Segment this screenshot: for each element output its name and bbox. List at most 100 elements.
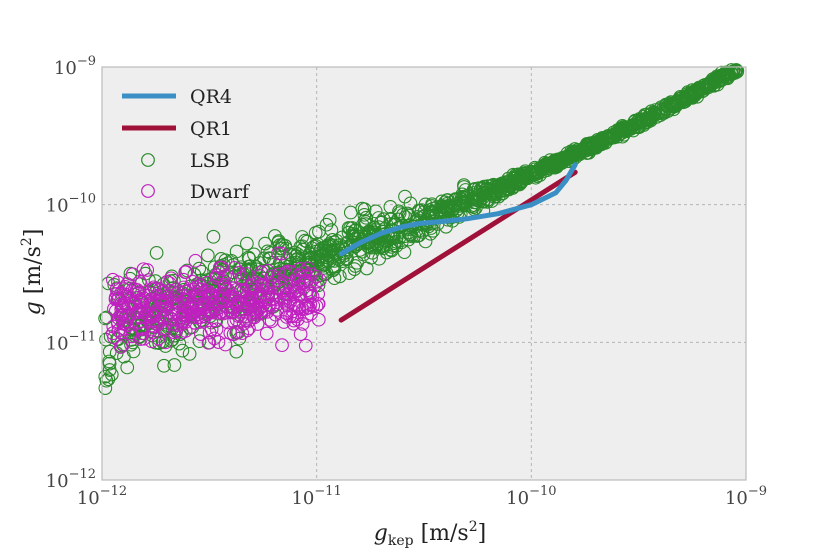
dwarf-point-1611 [211,335,226,349]
lsb-point-1236 [319,244,333,259]
lsb-point-1360 [456,189,471,204]
legend: QR4 QR1 LSB Dwarf [122,86,251,203]
lsb-point-1295 [491,189,506,204]
dwarf-point-1417 [202,325,217,340]
lsb-point-1293 [470,188,485,203]
lsb-point-1327 [594,136,609,151]
y-tick-1: 10−11 [46,329,96,354]
lsb-point-1374 [580,140,595,155]
dwarf-point-1629 [255,279,270,294]
y-tick-labels: 10−12 10−11 10−10 10−9 [46,54,96,492]
lsb-point-909 [214,252,229,266]
lsb-point-1294 [175,343,190,358]
dwarf-point-1780 [114,302,129,317]
lsb-point-1330 [665,97,680,111]
lsb-point-1362 [511,167,526,182]
lsb-point-1243 [322,237,337,251]
lsb-point-1354 [628,114,642,128]
dwarf-point-1792 [252,301,267,315]
lsb-point-587 [206,229,221,244]
fit-lines [338,162,578,323]
dwarf-point-1766 [189,287,204,301]
dwarf-point-1788 [286,297,301,311]
dwarf-point-1730 [133,332,148,346]
dwarf-point-1748 [253,269,267,283]
lsb-point-1341 [531,164,546,179]
lsb-point-1372 [165,332,180,347]
lsb-point-1074 [357,202,372,217]
dwarf-point-1724 [233,283,248,297]
lsb-point-1329 [376,239,391,254]
lsb-point-1291 [487,190,502,204]
dwarf-point-1695 [265,299,280,313]
lsb-point-1273 [621,122,636,137]
dwarf-point-1696 [209,270,224,285]
lsb-point-1370 [565,148,580,162]
lsb-point-1073 [98,311,112,326]
dwarf-series [106,246,327,354]
dwarf-point-1715 [178,315,193,329]
dwarf-point-1653 [271,246,285,261]
lsb-point-920 [418,234,433,249]
dwarf-point-1638 [244,291,259,305]
lsb-point-1323 [688,83,703,98]
dwarf-point-1794 [199,307,213,322]
lsb-point-422 [342,266,357,281]
lsb-point-1375 [437,204,451,219]
lsb-point-387 [258,236,272,251]
y-tick-3: 10−9 [54,54,96,79]
dwarf-point-1747 [292,301,306,316]
dwarf-point-1750 [219,305,233,320]
lsb-point-1326 [488,183,503,198]
dwarf-point-1793 [201,289,215,304]
lsb-point-1249 [721,65,736,80]
dwarf-point-1720 [227,260,242,275]
dwarf-point-1726 [240,323,255,338]
x-axis-label: gkep [m/s2] [374,519,486,549]
lsb-point-1184 [448,192,463,206]
dwarf-point-1765 [291,274,306,288]
lsb-point-1272 [224,253,239,268]
dwarf-point-1764 [188,304,202,319]
legend-swatch-dwarf [141,184,155,198]
dwarf-point-1785 [254,278,269,292]
dwarf-point-1703 [132,304,147,318]
x-tick-3: 10−9 [725,484,767,509]
dwarf-point-1749 [247,281,262,295]
dwarf-point-1692 [178,304,193,319]
dwarf-point-1733 [298,338,313,353]
dwarf-point-1725 [121,299,135,313]
lsb-point-1317 [669,94,684,108]
dwarf-point-1787 [111,292,126,307]
dwarf-point-1460 [218,337,233,352]
y-tick-2: 10−10 [46,192,96,217]
dwarf-point-1590 [129,305,144,320]
lsb-point-1220 [318,240,333,254]
dwarf-point-1783 [164,271,179,286]
lsb-point-1318 [384,240,399,254]
legend-label-qr4: QR4 [190,86,232,108]
dwarf-point-1770 [118,322,132,337]
x-tick-0: 10−12 [77,484,127,509]
dwarf-point-1690 [289,283,304,298]
dwarf-point-1795 [280,298,295,313]
lsb-point-484 [98,381,113,395]
dwarf-point-1630 [136,262,151,277]
dwarf-point-1717 [133,295,148,310]
dwarf-point-1708 [144,334,159,349]
dwarf-point-1664 [293,327,308,341]
dwarf-point-1436 [201,335,216,350]
dwarf-point-1498 [135,326,150,341]
lsb-point-1275 [318,250,333,265]
dwarf-point-1608 [236,283,251,297]
dwarf-point-1661 [296,275,311,290]
lsb-point-907 [192,334,207,348]
dwarf-point-1700 [119,314,133,329]
lsb-point-1340 [356,247,371,262]
lsb-point-1276 [503,174,517,188]
dwarf-point-1790 [205,290,220,304]
lsb-point-82 [240,236,254,251]
dwarf-point-1691 [268,292,283,307]
lsb-point-385 [200,248,215,263]
lsb-point-1258 [442,203,457,218]
